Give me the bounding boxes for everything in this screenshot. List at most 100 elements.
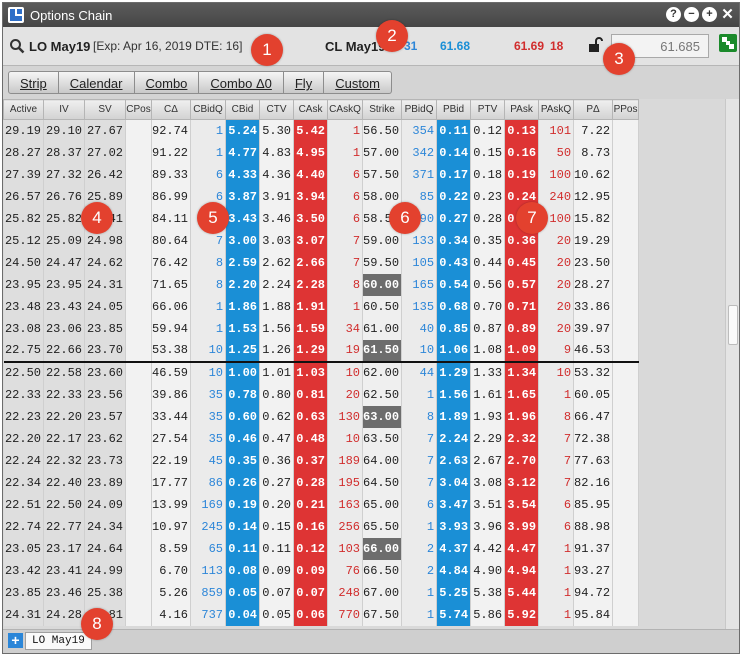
table-cell[interactable]: 23.50 bbox=[573, 251, 614, 274]
table-cell[interactable]: 88.98 bbox=[573, 515, 614, 538]
table-cell[interactable]: 80.64 bbox=[151, 229, 192, 252]
table-cell[interactable]: 24.31 bbox=[3, 603, 44, 626]
table-cell[interactable]: 22.23 bbox=[3, 405, 44, 428]
table-cell[interactable] bbox=[612, 339, 640, 363]
vertical-scrollbar[interactable] bbox=[725, 99, 739, 629]
table-cell[interactable]: 859 bbox=[190, 581, 227, 604]
table-cell[interactable]: 24.31 bbox=[84, 273, 126, 296]
table-cell[interactable]: 95.84 bbox=[573, 603, 614, 626]
column-header[interactable]: PΔ bbox=[573, 99, 614, 120]
table-cell[interactable]: 4.42 bbox=[470, 537, 506, 560]
table-cell[interactable]: 22.33 bbox=[43, 383, 85, 406]
table-row[interactable]: 22.24 22.32 23.73 22.19 45 0.35 0.36 0.37 189 64.… bbox=[3, 449, 640, 472]
table-cell[interactable]: 17.77 bbox=[151, 471, 192, 494]
table-cell[interactable] bbox=[612, 317, 640, 340]
table-cell[interactable]: 0.21 bbox=[293, 493, 329, 516]
table-cell[interactable]: 86.99 bbox=[151, 185, 192, 208]
table-cell[interactable]: 1.08 bbox=[470, 339, 506, 363]
table-cell[interactable]: 1.61 bbox=[470, 383, 506, 406]
table-cell[interactable]: 1.93 bbox=[470, 405, 506, 428]
table-cell[interactable]: 5.92 bbox=[504, 603, 540, 626]
column-header[interactable]: CBidQ bbox=[190, 99, 227, 120]
table-cell[interactable]: 46.59 bbox=[151, 361, 192, 384]
table-cell[interactable]: 3.03 bbox=[259, 229, 295, 252]
table-cell[interactable]: 1.29 bbox=[436, 361, 472, 384]
table-cell[interactable]: 342 bbox=[401, 141, 438, 164]
table-row[interactable]: 29.19 29.10 27.67 92.74 1 5.24 5.30 5.42 1 56.50 3… bbox=[3, 119, 640, 142]
table-cell[interactable]: 7 bbox=[538, 471, 575, 494]
table-cell[interactable] bbox=[612, 471, 640, 494]
table-cell[interactable]: 56.50 bbox=[362, 119, 403, 142]
table-cell[interactable]: 64.00 bbox=[362, 449, 403, 472]
table-cell[interactable] bbox=[612, 427, 640, 450]
table-cell[interactable]: 1.09 bbox=[504, 339, 540, 363]
table-cell[interactable]: 93.27 bbox=[573, 559, 614, 582]
table-cell[interactable]: 0.05 bbox=[259, 603, 295, 626]
table-cell[interactable] bbox=[612, 493, 640, 516]
table-cell[interactable]: 1.29 bbox=[293, 339, 329, 363]
table-cell[interactable]: 82.16 bbox=[573, 471, 614, 494]
table-cell[interactable]: 103 bbox=[327, 537, 364, 560]
table-cell[interactable]: 8 bbox=[401, 405, 438, 428]
table-cell[interactable]: 28.37 bbox=[43, 141, 85, 164]
table-cell[interactable] bbox=[125, 141, 152, 164]
table-cell[interactable]: 0.68 bbox=[436, 295, 472, 318]
table-cell[interactable]: 7 bbox=[401, 471, 438, 494]
maximize-icon[interactable]: + bbox=[702, 7, 717, 22]
table-cell[interactable]: 27.02 bbox=[84, 141, 126, 164]
table-cell[interactable] bbox=[125, 493, 152, 516]
table-cell[interactable]: 25.82 bbox=[43, 207, 85, 230]
table-cell[interactable]: 25.38 bbox=[84, 581, 126, 604]
table-cell[interactable]: 26.76 bbox=[43, 185, 85, 208]
table-cell[interactable]: 1 bbox=[538, 603, 575, 626]
table-cell[interactable]: 34 bbox=[327, 317, 364, 340]
table-cell[interactable]: 19.29 bbox=[573, 229, 614, 252]
column-header[interactable]: SV bbox=[84, 99, 126, 120]
table-row[interactable]: 22.50 22.58 23.60 46.59 10 1.00 1.01 1.03 10 62.0… bbox=[3, 361, 640, 384]
table-cell[interactable] bbox=[612, 537, 640, 560]
table-cell[interactable]: 23.56 bbox=[84, 383, 126, 406]
table-cell[interactable]: 7 bbox=[327, 251, 364, 274]
table-cell[interactable]: 0.36 bbox=[504, 229, 540, 252]
column-header[interactable]: Active bbox=[3, 99, 44, 120]
table-cell[interactable]: 4.95 bbox=[293, 141, 329, 164]
table-cell[interactable]: 0.27 bbox=[436, 207, 472, 230]
column-header[interactable]: IV bbox=[43, 99, 85, 120]
table-cell[interactable]: 5.25 bbox=[436, 581, 472, 604]
table-cell[interactable]: 1.88 bbox=[259, 295, 295, 318]
table-cell[interactable]: 8 bbox=[190, 251, 227, 274]
table-cell[interactable]: 0.26 bbox=[225, 471, 261, 494]
table-cell[interactable]: 0.43 bbox=[436, 251, 472, 274]
table-cell[interactable]: 0.23 bbox=[470, 185, 506, 208]
table-cell[interactable]: 248 bbox=[327, 581, 364, 604]
table-cell[interactable] bbox=[612, 163, 640, 186]
table-cell[interactable]: 60.00 bbox=[362, 273, 403, 296]
table-row[interactable]: 22.51 22.50 24.09 13.99 169 0.19 0.20 0.21 163 65… bbox=[3, 493, 640, 516]
table-cell[interactable]: 23.89 bbox=[84, 471, 126, 494]
table-cell[interactable]: 0.07 bbox=[293, 581, 329, 604]
table-cell[interactable]: 22.50 bbox=[43, 493, 85, 516]
table-cell[interactable] bbox=[125, 515, 152, 538]
table-cell[interactable]: 7 bbox=[401, 427, 438, 450]
column-header[interactable]: CAskQ bbox=[327, 99, 364, 120]
table-cell[interactable]: 3.00 bbox=[225, 229, 261, 252]
table-row[interactable]: 26.57 26.76 25.89 86.99 6 3.87 3.91 3.94 6 58.00 8… bbox=[3, 185, 640, 208]
table-cell[interactable]: 23.95 bbox=[43, 273, 85, 296]
table-cell[interactable] bbox=[125, 559, 152, 582]
table-cell[interactable]: 57.00 bbox=[362, 141, 403, 164]
table-cell[interactable]: 1.26 bbox=[259, 339, 295, 363]
table-cell[interactable] bbox=[612, 273, 640, 296]
table-cell[interactable]: 4.84 bbox=[436, 559, 472, 582]
option-symbol[interactable]: LO May19 bbox=[29, 39, 91, 54]
table-cell[interactable]: 23.73 bbox=[84, 449, 126, 472]
table-cell[interactable]: 65 bbox=[190, 537, 227, 560]
column-header[interactable]: CBid bbox=[225, 99, 261, 120]
table-cell[interactable]: 6 bbox=[538, 493, 575, 516]
table-cell[interactable]: 5.38 bbox=[470, 581, 506, 604]
table-row[interactable]: 25.12 25.09 24.98 80.64 7 3.00 3.03 3.07 7 59.00 1… bbox=[3, 229, 640, 252]
table-row[interactable]: 23.95 23.95 24.31 71.65 8 2.20 2.24 2.28 8 60.00 1… bbox=[3, 273, 640, 296]
table-cell[interactable]: 24.47 bbox=[43, 251, 85, 274]
table-cell[interactable]: 7.22 bbox=[573, 119, 614, 142]
table-cell[interactable]: 3.07 bbox=[293, 229, 329, 252]
table-cell[interactable]: 105 bbox=[401, 251, 438, 274]
